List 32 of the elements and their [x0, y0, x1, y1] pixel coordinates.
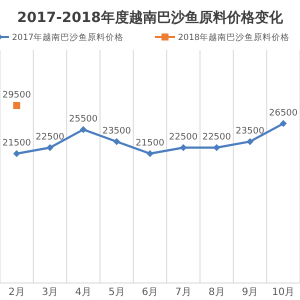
data-label: 22500	[202, 132, 232, 143]
x-tick-label: 2月	[8, 287, 25, 298]
data-label: 25500	[69, 114, 98, 125]
x-tick-label: 8月	[208, 287, 225, 298]
data-label: 29500	[2, 90, 32, 100]
data-label: 21500	[2, 138, 32, 149]
x-tick-label: 3月	[42, 287, 58, 298]
x-tick-label: 9月	[242, 287, 258, 298]
point	[80, 126, 87, 134]
point	[13, 102, 20, 109]
data-label: 22500	[36, 132, 65, 143]
x-tick-label: 5月	[108, 287, 125, 298]
point	[280, 120, 287, 128]
data-label: 23500	[236, 126, 265, 137]
data-label: 23500	[102, 126, 132, 137]
x-tick-label: 10月	[272, 287, 295, 298]
data-label: 26500	[269, 108, 298, 119]
chart-title: 2017-2018年度越南巴沙鱼原料价格变化	[17, 9, 284, 26]
data-label: 21500	[136, 138, 165, 149]
x-tick-label: 6月	[142, 287, 158, 298]
point	[146, 150, 154, 158]
point	[180, 144, 187, 152]
x-tick-label: 7月	[175, 287, 192, 298]
legend-label: 2017年越南巴沙鱼原料价格	[12, 32, 124, 43]
point	[113, 138, 120, 146]
point	[213, 144, 220, 152]
legend-label: 2018年越南巴沙鱼原料价格	[178, 32, 290, 43]
point	[13, 150, 20, 158]
data-label: 22500	[169, 132, 198, 143]
point	[46, 144, 54, 152]
x-tick-label: 4月	[75, 287, 92, 298]
point	[246, 138, 254, 146]
